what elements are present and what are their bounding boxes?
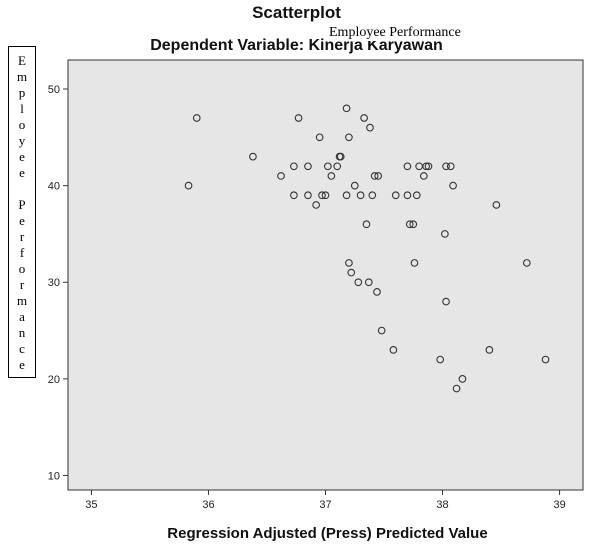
y-axis-label-letter: r [19, 277, 25, 292]
data-point [442, 297, 450, 306]
data-point [441, 230, 449, 238]
data-point [321, 191, 330, 200]
y-axis-label-letter: a [19, 309, 25, 324]
data-point [362, 220, 371, 229]
overlay-dependent-label: Employee Performance [327, 25, 463, 41]
x-tick-label: 35 [85, 499, 97, 511]
data-point [373, 288, 381, 296]
data-point [377, 326, 386, 335]
y-axis-label-letter: e [19, 165, 25, 180]
y-axis-label-letter: e [19, 149, 25, 164]
data-point [405, 220, 414, 229]
y-tick-label: 30 [48, 277, 60, 289]
data-point [345, 133, 353, 142]
data-point [492, 201, 501, 209]
data-point [342, 191, 351, 200]
data-point [403, 191, 412, 200]
data-point [449, 181, 457, 190]
data-point [389, 346, 398, 354]
y-tick-label: 50 [48, 84, 60, 96]
data-point [294, 114, 303, 122]
data-point [409, 220, 418, 229]
data-point [452, 384, 461, 393]
data-point [192, 114, 201, 122]
x-tick-label: 39 [553, 499, 565, 511]
y-axis-label-letter: n [18, 325, 26, 340]
y-tick-label: 10 [48, 471, 60, 483]
data-point [290, 191, 298, 200]
data-point [312, 201, 320, 209]
y-axis-label-letter: P [18, 197, 26, 212]
data-point [410, 259, 419, 267]
data-point [374, 172, 383, 180]
data-point [366, 123, 374, 132]
data-point [318, 191, 326, 200]
chart-subtitle: Dependent Variable: Kinerja Karyawan [150, 37, 443, 54]
y-axis-label-letter: f [19, 245, 25, 260]
y-tick-label: 20 [48, 374, 60, 386]
chart-title: Scatterplot [252, 3, 341, 22]
y-axis-label-letter: p [18, 85, 26, 100]
data-point [485, 346, 494, 354]
data-point [354, 278, 363, 287]
data-point [277, 172, 285, 180]
data-point [364, 278, 373, 287]
y-axis-label-letter: r [19, 229, 25, 244]
data-point [304, 162, 312, 171]
data-point [522, 259, 531, 267]
data-point [403, 162, 412, 171]
y-axis-label-letter: o [18, 261, 26, 276]
data-point [249, 152, 257, 161]
data-point [391, 191, 400, 200]
y-tick-label: 40 [48, 181, 60, 193]
data-point [442, 162, 450, 171]
data-point [350, 181, 359, 190]
plot-area [67, 59, 584, 491]
x-tick-label: 38 [436, 499, 448, 511]
data-point [290, 162, 298, 171]
x-tick-label: 36 [202, 499, 214, 511]
x-tick-label: 37 [319, 499, 331, 511]
data-point [345, 259, 353, 267]
y-axis-label-letter: y [18, 133, 26, 148]
y-axis-label-letter: m [16, 293, 28, 308]
data-point [327, 172, 336, 180]
y-axis-label-letter: E [18, 53, 26, 68]
data-point [541, 355, 550, 364]
data-point [336, 152, 345, 161]
data-point [412, 191, 421, 200]
y-axis-label-letter: c [19, 341, 25, 356]
y-axis-label-letter: l [20, 101, 24, 116]
data-point [184, 181, 193, 190]
data-point [347, 268, 356, 277]
data-point [424, 162, 433, 171]
y-axis-label-letter: e [19, 213, 25, 228]
data-point [422, 162, 431, 171]
data-point [304, 191, 312, 200]
data-point [360, 114, 368, 122]
data-point [436, 355, 445, 364]
data-point [368, 191, 377, 200]
y-axis-label-letter: o [18, 117, 26, 132]
data-point [342, 104, 351, 113]
data-point [419, 172, 428, 180]
data-point [370, 172, 379, 180]
y-axis-label-letter: m [16, 69, 28, 84]
data-point [446, 162, 455, 171]
y-axis-label-letter: e [19, 357, 25, 372]
data-point [323, 162, 332, 171]
data-point [458, 375, 467, 383]
x-axis-label: Regression Adjusted (Press) Predicted Va… [167, 525, 488, 542]
data-point [333, 162, 342, 171]
data-point [315, 133, 324, 142]
data-point [356, 191, 365, 200]
